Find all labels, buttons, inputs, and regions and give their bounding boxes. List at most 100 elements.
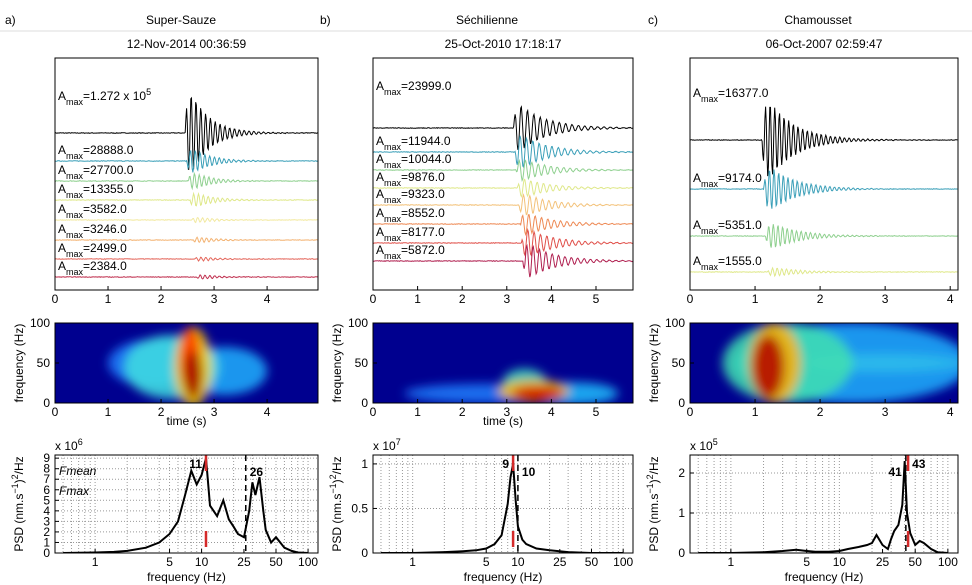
waveform [690,169,958,209]
x-tick-label: 1 [752,405,759,419]
label: Amax=10044.0 [376,152,452,170]
label: PSD (nm.s−1)2/Hz [328,456,344,551]
x-tick-label: 3 [503,405,510,419]
label: Amax=9323.0 [376,187,445,205]
label-part: −1 [645,483,655,493]
label-part: =3246.0 [83,222,127,236]
waveform [373,243,633,278]
label-part: PSD (nm.s [12,494,26,552]
spectrogram-energy [722,323,958,403]
y-tick-label: 9 [43,451,50,465]
y-tick-label: 0 [43,546,50,560]
label-part: =8177.0 [401,225,445,239]
label: Amax=9174.0 [693,171,762,189]
label-part: A [58,89,66,103]
x-axis-label: frequency (Hz) [785,570,864,584]
label-part: =5872.0 [401,243,445,257]
spectrogram-energy [404,368,619,403]
label-part: =16377.0 [718,86,769,100]
y-tick-label: 8 [43,462,50,476]
label-part: A [376,170,384,184]
panel-label: b) [320,13,331,27]
x-tick-label: 2 [459,405,466,419]
plot-frame [689,57,959,291]
plot-frame [54,322,319,404]
label-part: =28888.0 [83,143,134,157]
plot-frame [54,454,319,554]
x-tick-label: 25 [876,555,890,569]
label-part: −1 [328,483,338,493]
label: Amax=23999.0 [376,79,452,97]
label-part: max [701,179,719,189]
label-part: max [66,249,84,259]
x-tick-label: 0 [52,405,59,419]
label-part: max [66,267,84,277]
waveform [373,105,633,150]
x-tick-label: 1 [105,292,112,306]
waveform [55,150,318,173]
label-part: =2384.0 [83,259,127,273]
label-part: A [58,143,66,157]
y-tick-label: 1 [43,535,50,549]
waveform [690,106,958,177]
waveform [373,227,633,257]
x-tick-label: 25 [237,555,251,569]
label-part: A [58,163,66,177]
legend-fmean: Fmean [59,464,97,478]
y-tick-label: 0.5 [351,501,368,515]
x-tick-label: 0 [370,292,377,306]
label-part: PSD (nm.s [330,494,344,552]
label: Amax=2499.0 [58,241,127,259]
label-part: A [58,222,66,236]
label-part: A [58,202,66,216]
label-part: A [376,152,384,166]
label-part: A [693,218,701,232]
panel-label: a) [5,13,16,27]
label-part: −1 [10,483,20,493]
x-tick-label: 25 [553,555,567,569]
y-tick-label: 0 [361,396,368,410]
waveform [373,158,633,183]
label-part: =23999.0 [401,79,452,93]
x-tick-label: 1 [414,405,421,419]
psd-line [698,460,948,553]
label-part: /Hz [647,456,661,474]
fmean-label: 10 [522,465,536,479]
label-part: =2499.0 [83,241,127,255]
x-axis-label: frequency (Hz) [147,570,226,584]
legend-fmax: Fmax [59,484,90,498]
x-tick-label: 0 [52,292,59,306]
x-tick-label: 3 [211,292,218,306]
label-part: =1555.0 [718,254,762,268]
waveform [373,178,633,198]
x-axis-label: time (s) [483,414,523,428]
x-tick-label: 50 [909,555,923,569]
label-part: max [384,195,402,205]
label: Amax=8177.0 [376,225,445,243]
label-part: max [66,230,84,240]
label-part: A [693,171,701,185]
x-tick-label: 10 [833,555,847,569]
label-part: max [66,97,84,107]
label-part: max [66,151,84,161]
waveform [373,214,633,237]
x-tick-label: 100 [613,555,633,569]
label-part: A [58,259,66,273]
fmax-label: 9 [502,457,509,471]
label-part: A [58,241,66,255]
label-part: =9323.0 [401,187,445,201]
y-tick-label: 4 [43,504,50,518]
label-part: max [384,87,402,97]
fmax-label: 43 [912,457,926,471]
y-axis-label: frequency (Hz) [12,324,26,403]
label-part: 7 [396,437,401,447]
plot-frame [372,322,634,404]
waveform [55,191,318,207]
energy-blob [511,385,565,402]
label-part: A [693,86,701,100]
x-tick-label: 4 [548,405,555,419]
label-part: A [376,206,384,220]
label-part: PSD (nm.s [647,494,661,552]
waveform [55,236,318,244]
label: x 107 [373,437,401,453]
